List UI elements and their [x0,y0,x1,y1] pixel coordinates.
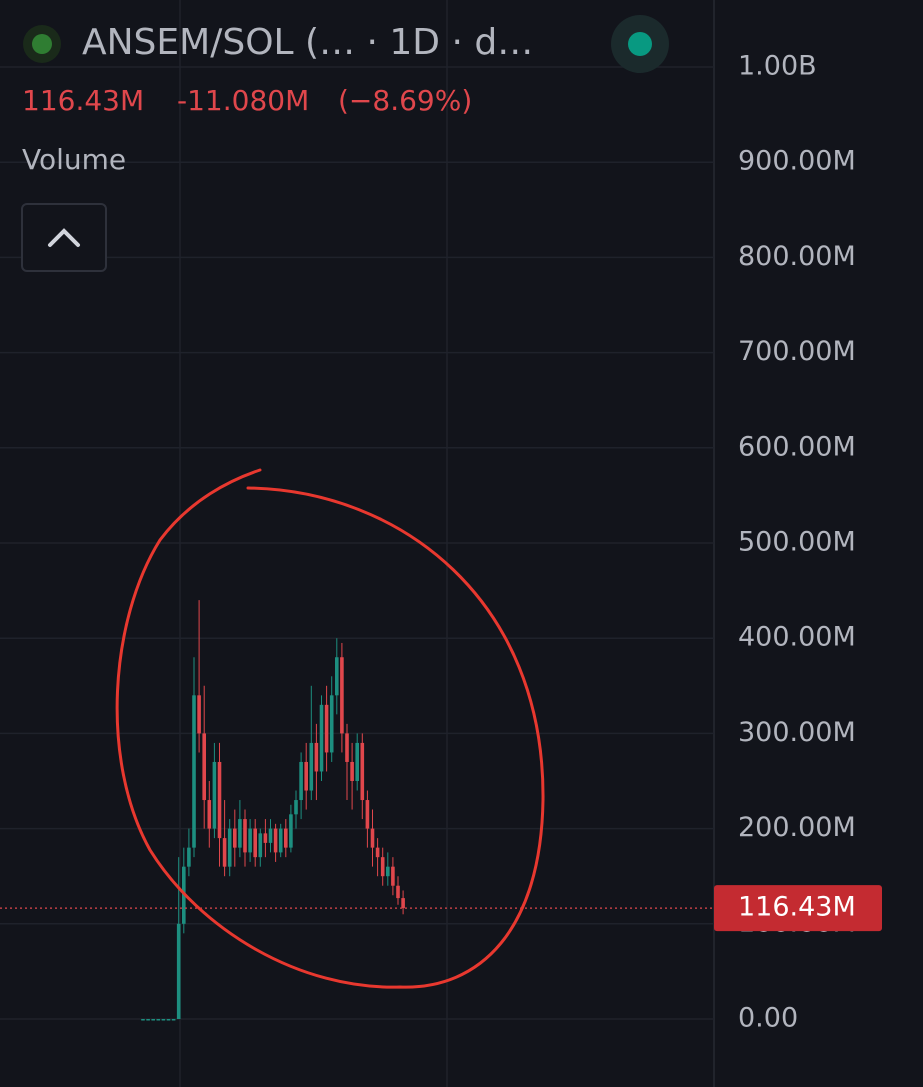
candle-body [289,814,293,848]
candle-body [268,828,273,843]
y-tick-label: 800.00M [738,241,856,272]
candle-body [161,1019,166,1021]
candle-body [294,800,298,815]
candle-body [151,1019,155,1021]
y-tick-label: 200.00M [738,812,856,843]
y-tick-label: 300.00M [738,717,856,748]
candle-body [238,819,242,848]
candle-body [370,828,375,848]
candle-body [212,761,217,829]
y-tick-label: 600.00M [738,431,856,462]
candle-body [278,828,283,853]
candle-body [248,828,252,853]
candle-body [340,657,344,734]
candle-body [324,704,329,753]
candle-body [309,742,314,791]
candle-body [233,828,237,848]
candle-body [243,819,247,853]
candle-body [380,857,385,877]
candle-body [141,1019,145,1021]
y-tick-label: 0.00 [738,1003,798,1034]
candle-body [345,733,349,762]
candle-body [350,761,354,781]
candle-body [171,1019,176,1021]
candle-body [386,866,390,877]
candle-body [258,833,263,858]
candle-body [156,1019,161,1021]
candle-body [263,833,268,843]
change: -11.080M [177,84,309,117]
title[interactable]: ANSEM/SOL (… · 1D · d… [82,22,533,63]
candle-body [202,733,206,801]
candle-body [396,885,400,899]
candle-body [375,847,380,858]
y-tick-label: 500.00M [738,527,856,558]
candle-body [197,695,201,734]
candle-body [329,695,334,753]
status-dot [628,32,652,56]
last-price-badge [714,885,882,932]
candle-body [284,828,288,848]
y-tick-label: 1.00B [738,51,817,82]
change-pct: (−8.69%) [338,84,472,117]
candle-body [273,828,278,853]
token-logo-inner [32,34,52,54]
candle-body [192,695,196,848]
candle-body [314,742,319,772]
y-tick-label: 400.00M [738,622,856,653]
y-tick-label: 700.00M [738,336,856,367]
plot [0,600,714,1021]
candle-body [365,800,370,829]
candle-body [299,761,303,801]
candle-body [319,704,324,772]
candle-body [176,923,181,1019]
candle-body [222,838,227,867]
candle-body [401,898,405,909]
candle-body [207,800,212,829]
last-value: 116.43M [22,84,144,117]
indicator-label: Volume [22,143,126,176]
chevron-icon [48,228,80,247]
candle-body [146,1019,150,1021]
candle-body [304,761,308,791]
candle-body [217,761,222,839]
collapse-button[interactable] [21,203,107,272]
hand-drawn-circle [115,468,545,989]
candle-body [166,1019,171,1021]
grid [0,0,715,1087]
candle-body [227,828,232,867]
candle-body [187,847,191,867]
candle-body [391,866,395,886]
candle-body [335,657,339,696]
candle-body [253,828,257,858]
last-price-label: 116.43M [738,892,856,923]
candle-body [355,742,359,781]
y-tick-label: 900.00M [738,146,856,177]
candle-body [360,742,365,801]
